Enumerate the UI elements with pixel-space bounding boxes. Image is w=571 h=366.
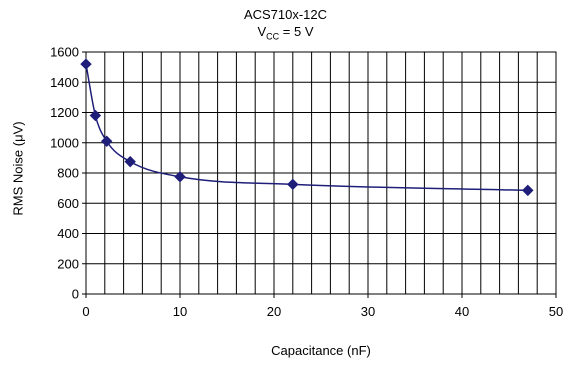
chart-title: ACS710x-12C xyxy=(243,7,328,22)
y-tick-label: 1600 xyxy=(50,45,79,60)
x-tick-label: 0 xyxy=(82,304,89,319)
y-tick-label: 1200 xyxy=(50,105,79,120)
x-tick-label: 10 xyxy=(173,304,187,319)
data-point xyxy=(174,171,186,183)
x-tick-label: 20 xyxy=(267,304,281,319)
subtitle-subscript: CC xyxy=(266,31,280,42)
y-tick-label: 400 xyxy=(57,226,79,241)
data-point xyxy=(522,184,534,197)
y-tick-label: 0 xyxy=(72,287,79,302)
subtitle-prefix: V xyxy=(257,24,267,39)
x-tick-label: 40 xyxy=(455,304,469,319)
y-tick-label: 600 xyxy=(57,196,79,211)
x-axis-label: Capacitance (nF) xyxy=(271,343,371,358)
data-point xyxy=(124,155,136,168)
grid xyxy=(86,51,556,294)
data-point xyxy=(100,135,113,147)
series-group xyxy=(80,58,534,197)
tick-labels: 0 200 400 600 800 1000 1200 1400 1600 0 10 20 30 40 50 xyxy=(50,45,563,320)
axes xyxy=(82,51,557,298)
y-tick-label: 1400 xyxy=(50,75,79,90)
subtitle-suffix: = 5 V xyxy=(279,24,314,39)
data-point xyxy=(80,58,92,70)
data-point xyxy=(287,178,299,191)
y-tick-label: 800 xyxy=(57,166,79,181)
y-axis-label: RMS Noise (μV) xyxy=(10,121,26,216)
data-point xyxy=(89,109,102,122)
y-tick-label: 1000 xyxy=(50,135,79,150)
x-tick-label: 30 xyxy=(361,304,375,319)
x-tick-label: 50 xyxy=(549,304,563,319)
y-tick-label: 200 xyxy=(57,256,79,271)
chart-subtitle: VCC = 5 V xyxy=(0,24,571,42)
